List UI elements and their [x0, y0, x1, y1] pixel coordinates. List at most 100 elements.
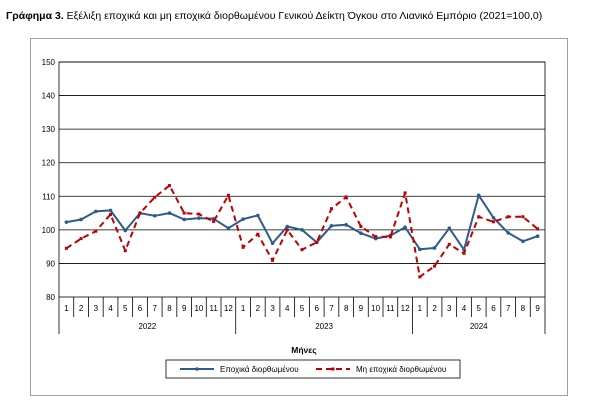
data-point: [79, 217, 83, 222]
data-point: [64, 220, 69, 224]
x-tick-label: 10: [194, 304, 203, 313]
year-label: 2023: [315, 322, 333, 331]
plot-area: [58, 61, 546, 298]
x-tick-label: 1: [241, 304, 246, 313]
data-point: [418, 275, 422, 279]
legend-label-2: Μη εποχικά διορθωμένου: [356, 365, 446, 374]
data-point: [79, 237, 83, 241]
x-tick-label: 8: [167, 304, 172, 313]
year-label: 2022: [138, 322, 156, 331]
x-tick-label: 9: [182, 304, 187, 313]
data-point: [94, 229, 98, 233]
data-point: [521, 239, 525, 244]
x-tick-label: 1: [418, 304, 423, 313]
data-point: [212, 219, 216, 223]
data-point: [241, 245, 245, 249]
chart-title-prefix: Γράφημα 3.: [6, 10, 64, 22]
data-point: [153, 195, 157, 199]
y-tick-label: 110: [42, 192, 55, 201]
data-point: [374, 235, 378, 239]
x-tick-label: 3: [447, 304, 452, 313]
data-point: [536, 227, 540, 231]
data-point: [300, 248, 304, 252]
x-tick-label: 7: [153, 304, 158, 313]
x-axis: 1 2 3 4 5 6 7 8 9 10 11 12 1 2 3 4 5 6 7 8 9 10 11 12 1 2 3 4 5 6 7 8 92…: [58, 297, 546, 334]
data-point: [94, 209, 98, 214]
data-point: [447, 242, 451, 246]
data-point: [388, 235, 392, 239]
chart-title: Γράφημα 3. Εξέλιξη εποχικά και μη εποχικ…: [6, 10, 542, 22]
data-point: [197, 212, 201, 216]
x-tick-label: 12: [224, 304, 233, 313]
data-point: [182, 217, 186, 222]
series-lines: [64, 184, 540, 279]
x-tick-label: 11: [209, 304, 218, 313]
x-tick-label: 3: [94, 304, 99, 313]
x-tick-label: 6: [315, 304, 320, 313]
x-tick-label: 5: [123, 304, 128, 313]
data-point: [256, 213, 260, 218]
legend: Εποχικά διορθωμένου Μη εποχικά διορθωμένο…: [165, 359, 461, 379]
gridlines: [58, 61, 546, 298]
data-point: [433, 264, 437, 268]
data-point: [344, 195, 348, 199]
data-point: [329, 207, 333, 211]
x-tick-label: 11: [386, 304, 395, 313]
data-point: [64, 246, 68, 250]
y-axis: 80 90 100 110 120 130 140 150: [42, 58, 56, 302]
data-point: [344, 223, 348, 227]
x-tick-label: 2: [256, 304, 261, 313]
data-point: [329, 224, 334, 228]
x-tick-label: 4: [285, 304, 290, 313]
x-axis-label: Μήνες: [291, 345, 317, 355]
year-label: 2024: [470, 322, 488, 331]
x-tick-label: 2: [432, 304, 437, 313]
x-tick-label: 8: [344, 304, 349, 313]
data-point: [359, 231, 363, 236]
data-point: [270, 241, 275, 246]
x-tick-label: 8: [521, 304, 526, 313]
data-point: [256, 232, 260, 236]
data-point: [271, 258, 275, 262]
data-point: [241, 217, 245, 221]
data-point: [432, 246, 437, 250]
y-tick-label: 150: [42, 58, 56, 67]
data-point: [506, 231, 510, 235]
data-point: [138, 211, 142, 215]
y-tick-label: 120: [42, 159, 56, 168]
data-point: [182, 211, 186, 215]
series-line-1: [66, 194, 538, 251]
x-tick-label: 1: [64, 304, 69, 313]
legend-marker: [331, 367, 335, 371]
x-tick-label: 6: [491, 304, 496, 313]
x-tick-label: 5: [477, 304, 482, 313]
x-tick-label: 7: [329, 304, 334, 313]
x-tick-label: 9: [359, 304, 364, 313]
data-point: [167, 211, 172, 215]
data-point: [477, 215, 481, 219]
data-point: [476, 193, 481, 198]
data-point: [123, 228, 128, 233]
data-point: [506, 215, 510, 219]
x-tick-label: 9: [535, 304, 540, 313]
y-tick-label: 140: [42, 92, 56, 101]
data-point: [108, 208, 113, 213]
data-point: [300, 228, 304, 232]
data-point: [167, 184, 171, 188]
x-tick-label: 7: [506, 304, 511, 313]
data-point: [285, 228, 289, 232]
data-point: [109, 212, 113, 216]
data-point: [359, 225, 363, 228]
x-tick-label: 12: [401, 304, 410, 313]
data-point: [403, 191, 407, 195]
x-tick-label: 2: [79, 304, 84, 313]
data-point: [152, 213, 157, 218]
x-tick-label: 4: [108, 304, 113, 313]
x-tick-label: 4: [462, 304, 467, 313]
data-point: [491, 215, 496, 220]
data-point: [197, 216, 201, 220]
data-point: [315, 240, 319, 244]
data-point: [462, 251, 466, 255]
data-point: [491, 220, 495, 224]
